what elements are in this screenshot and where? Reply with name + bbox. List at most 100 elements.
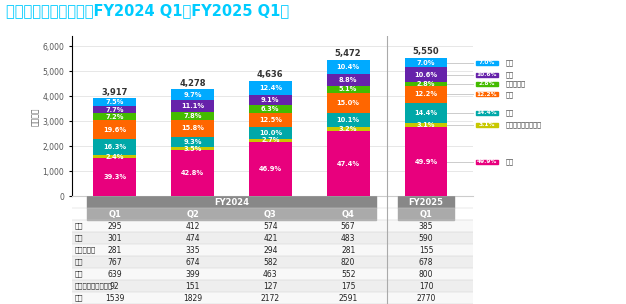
Text: ヨーロッパ: ヨーロッパ: [505, 81, 525, 87]
Text: 552: 552: [341, 270, 356, 278]
Text: 590: 590: [419, 233, 433, 243]
Text: 674: 674: [185, 257, 200, 267]
Bar: [249, 139, 292, 142]
Bar: [476, 160, 498, 164]
Text: 281: 281: [108, 246, 122, 254]
Text: 5,550: 5,550: [413, 47, 439, 56]
Bar: [476, 60, 498, 64]
Text: 5,472: 5,472: [335, 49, 361, 58]
Text: 2770: 2770: [416, 293, 436, 302]
Bar: [404, 86, 448, 103]
Text: 2.4%: 2.4%: [106, 154, 124, 160]
Bar: [249, 105, 292, 113]
Text: 49.9%: 49.9%: [414, 159, 438, 164]
Text: 10.6%: 10.6%: [414, 72, 438, 78]
Text: 4,278: 4,278: [179, 79, 206, 88]
Bar: [93, 120, 136, 140]
Text: 9.1%: 9.1%: [261, 97, 280, 103]
Text: 155: 155: [419, 246, 433, 254]
Text: 127: 127: [263, 282, 277, 291]
Text: 韓国: 韓国: [75, 259, 84, 265]
Bar: [171, 120, 214, 137]
Bar: [93, 155, 136, 158]
Text: 399: 399: [185, 270, 200, 278]
Text: FY2025: FY2025: [408, 198, 443, 207]
Bar: [72, 256, 473, 268]
Bar: [404, 103, 448, 123]
Bar: [404, 82, 448, 86]
Text: 北米: 北米: [75, 235, 84, 241]
Text: 14.4%: 14.4%: [414, 110, 438, 116]
Bar: [72, 268, 473, 280]
Text: 39.3%: 39.3%: [103, 174, 126, 180]
Bar: [476, 123, 498, 127]
Bar: [171, 147, 214, 150]
Bar: [87, 208, 376, 220]
Text: FY2024: FY2024: [214, 198, 249, 207]
Bar: [327, 60, 369, 74]
Text: 7.5%: 7.5%: [106, 99, 124, 105]
Bar: [72, 244, 473, 256]
Text: 12.5%: 12.5%: [259, 117, 282, 123]
Text: 3,917: 3,917: [101, 88, 128, 97]
Text: 47.4%: 47.4%: [337, 161, 360, 167]
Text: 5.1%: 5.1%: [339, 86, 357, 92]
Bar: [249, 95, 292, 105]
Text: 567: 567: [341, 222, 356, 230]
Bar: [249, 142, 292, 196]
Text: 767: 767: [108, 257, 122, 267]
Bar: [72, 232, 473, 244]
Text: 台湾: 台湾: [75, 271, 84, 277]
Bar: [327, 131, 369, 196]
Text: 中国: 中国: [75, 295, 84, 301]
Text: 7.0%: 7.0%: [479, 60, 495, 65]
Text: 台湾: 台湾: [505, 109, 513, 116]
Text: 820: 820: [341, 257, 356, 267]
Bar: [93, 140, 136, 155]
Text: 2.8%: 2.8%: [478, 81, 495, 86]
Text: 3.1%: 3.1%: [478, 123, 495, 127]
Text: 582: 582: [263, 257, 277, 267]
Bar: [93, 98, 136, 106]
Text: 7.8%: 7.8%: [183, 113, 202, 119]
Text: 639: 639: [108, 270, 122, 278]
Bar: [327, 127, 369, 131]
Text: 7.0%: 7.0%: [417, 60, 435, 66]
Text: 日本: 日本: [505, 59, 513, 66]
Text: 335: 335: [185, 246, 200, 254]
Bar: [249, 113, 292, 127]
Bar: [72, 280, 473, 292]
Text: 1539: 1539: [105, 293, 125, 302]
Bar: [327, 86, 369, 93]
Text: 東南アジア・その他: 東南アジア・その他: [75, 283, 113, 289]
Text: 301: 301: [108, 233, 122, 243]
Bar: [72, 220, 473, 232]
Bar: [72, 292, 473, 304]
Text: 11.1%: 11.1%: [181, 103, 204, 109]
Text: 474: 474: [185, 233, 200, 243]
Text: 8.8%: 8.8%: [339, 77, 357, 83]
Bar: [171, 137, 214, 147]
Text: 294: 294: [263, 246, 277, 254]
Bar: [327, 74, 369, 86]
Text: 49.9%: 49.9%: [476, 159, 497, 164]
Text: 10.0%: 10.0%: [259, 130, 282, 136]
Text: 19.6%: 19.6%: [103, 127, 126, 133]
Text: 1829: 1829: [183, 293, 202, 302]
Text: 10.1%: 10.1%: [337, 117, 360, 123]
Text: 281: 281: [341, 246, 356, 254]
Text: 295: 295: [108, 222, 122, 230]
Text: 北米: 北米: [505, 71, 513, 78]
Text: 12.2%: 12.2%: [476, 92, 497, 97]
Bar: [249, 81, 292, 95]
Text: 151: 151: [185, 282, 200, 291]
Bar: [404, 123, 448, 127]
Text: 678: 678: [419, 257, 433, 267]
Text: 3.2%: 3.2%: [339, 126, 357, 132]
Text: 412: 412: [185, 222, 200, 230]
Text: 3.5%: 3.5%: [183, 146, 202, 152]
Text: 175: 175: [341, 282, 356, 291]
Text: 3.1%: 3.1%: [417, 122, 435, 128]
Text: 92: 92: [110, 282, 120, 291]
Text: 日本: 日本: [75, 223, 84, 229]
